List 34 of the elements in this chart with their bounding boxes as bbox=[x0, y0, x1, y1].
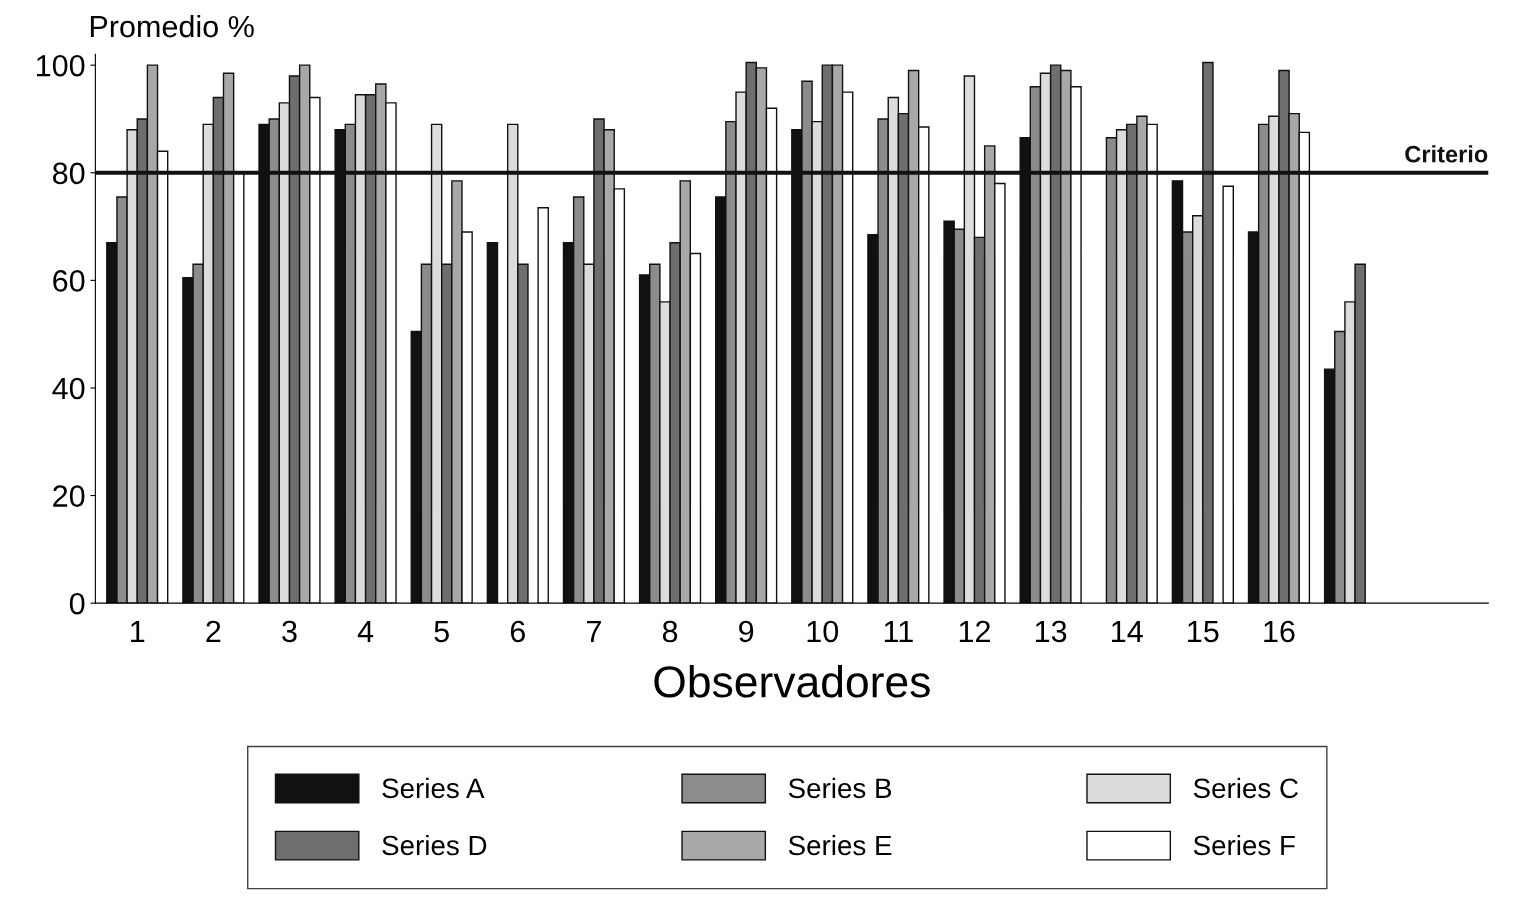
x-tick-label: 7 bbox=[587, 620, 601, 642]
y-tick-label: 100 bbox=[37, 54, 85, 77]
ref-line-label: Criterio bbox=[1405, 145, 1488, 163]
x-tick-label: 12 bbox=[959, 620, 990, 642]
legend-label: Series D bbox=[382, 834, 487, 856]
x-tick-label: 6 bbox=[510, 620, 525, 643]
x-tick-label: 4 bbox=[357, 620, 374, 642]
x-tick-label: 1 bbox=[131, 620, 145, 642]
legend-label: Series F bbox=[1193, 834, 1295, 856]
x-tick-label: 10 bbox=[807, 620, 839, 643]
legend-label: Series B bbox=[788, 777, 892, 799]
bar bbox=[1222, 185, 1234, 604]
y-tick-label: 60 bbox=[53, 270, 85, 292]
x-tick-label: 8 bbox=[662, 620, 678, 643]
x-tick-label: 9 bbox=[739, 620, 754, 643]
legend-label: Series E bbox=[788, 834, 892, 856]
x-tick-label: 3 bbox=[282, 620, 297, 643]
x-tick-label: 13 bbox=[1035, 620, 1067, 643]
legend-label: Series A bbox=[382, 777, 485, 799]
y-tick-label: 40 bbox=[52, 377, 85, 400]
y-tick-label: 80 bbox=[53, 162, 85, 185]
y-tick-label: 0 bbox=[69, 592, 85, 615]
x-tick-label: 11 bbox=[884, 620, 913, 642]
y-tick-label: 20 bbox=[53, 485, 85, 507]
bar bbox=[486, 242, 499, 604]
x-axis-title: Observadores bbox=[654, 664, 930, 698]
x-tick-label: 16 bbox=[1264, 620, 1295, 643]
x-tick-label: 15 bbox=[1188, 620, 1219, 643]
x-tick-label: 5 bbox=[434, 620, 449, 643]
x-tick-label: 2 bbox=[206, 620, 221, 642]
y-axis-title: Promedio % bbox=[90, 14, 254, 38]
legend-label: Series C bbox=[1193, 777, 1298, 799]
x-tick-label: 14 bbox=[1112, 620, 1143, 642]
bar bbox=[537, 207, 549, 604]
